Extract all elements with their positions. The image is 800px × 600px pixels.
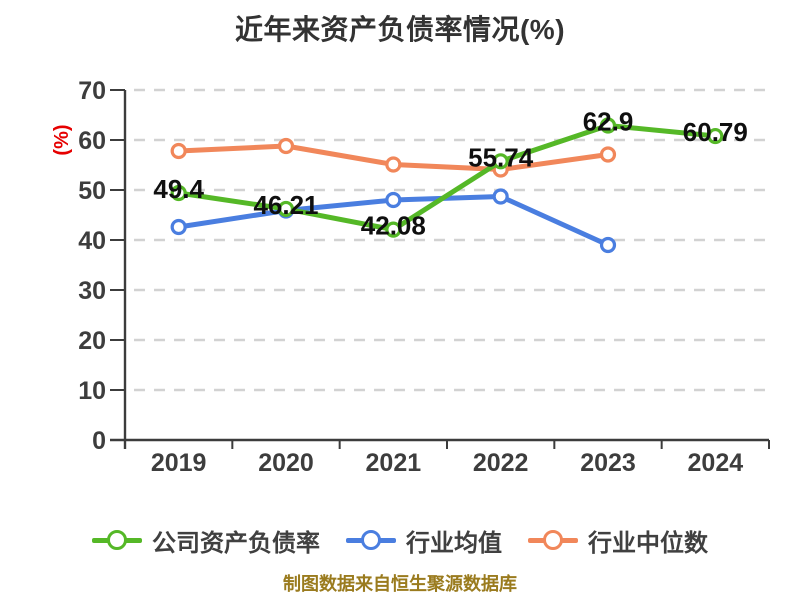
y-tick-label: 40 xyxy=(78,227,106,255)
x-tick-label: 2020 xyxy=(258,449,314,477)
y-tick-label: 0 xyxy=(92,427,106,455)
data-point-label: 62.9 xyxy=(583,107,634,137)
data-point xyxy=(385,156,402,173)
data-point xyxy=(599,146,617,163)
legend-item-0[interactable]: 公司资产负债率 xyxy=(92,523,320,558)
data-point-label: 46.21 xyxy=(253,190,318,220)
plot-area: 0 10 20 30 40 50 60 70 2019 2020 2021 2022 2023 2024 4… xyxy=(78,77,770,477)
legend-marker-icon xyxy=(92,529,142,551)
data-point-label: 55.74 xyxy=(468,142,534,172)
x-tick-label: 2022 xyxy=(473,449,529,477)
x-tick-label: 2019 xyxy=(151,449,207,477)
x-tick-label: 2021 xyxy=(366,449,422,477)
legend-dot xyxy=(361,530,381,550)
legend-marker-icon xyxy=(346,529,396,551)
legend-item-label: 行业均值 xyxy=(406,529,502,557)
data-point-label: 49.4 xyxy=(153,174,204,204)
data-point xyxy=(385,191,402,209)
data-point xyxy=(492,153,509,170)
data-point-label: 60.79 xyxy=(683,117,748,147)
y-tick-label: 30 xyxy=(78,277,106,305)
data-point xyxy=(170,218,187,236)
data-point xyxy=(385,221,402,238)
data-point xyxy=(599,236,617,254)
legend-item-2[interactable]: 行业中位数 xyxy=(528,523,708,558)
series-line xyxy=(176,123,718,233)
legend-marker-icon xyxy=(528,529,578,551)
x-tick-label: 2024 xyxy=(688,449,744,477)
data-point-label: 42.08 xyxy=(361,211,426,241)
data-point xyxy=(492,188,509,205)
legend-item-1[interactable]: 行业均值 xyxy=(346,523,502,558)
legend-dot xyxy=(543,530,563,550)
data-point xyxy=(170,184,187,202)
data-point xyxy=(277,137,295,155)
y-tick-label: 20 xyxy=(78,327,106,355)
data-point xyxy=(707,127,724,145)
legend-item-label: 公司资产负债率 xyxy=(152,529,320,557)
data-point xyxy=(277,200,295,218)
y-tick-label: 10 xyxy=(78,377,106,405)
legend-item-label: 行业中位数 xyxy=(588,529,708,557)
y-tick-label: 70 xyxy=(78,77,106,105)
x-tick-label: 2023 xyxy=(580,449,636,477)
chart-title: 近年来资产负债率情况(%) xyxy=(234,14,566,45)
y-tick-label: 50 xyxy=(78,177,106,205)
footer-note: 制图数据来自恒生聚源数据库 xyxy=(283,574,517,594)
y-tick-label: 60 xyxy=(78,127,106,155)
legend: 公司资产负债率 行业均值 行业中位数 xyxy=(0,523,800,558)
data-point xyxy=(599,117,617,134)
data-point xyxy=(170,142,187,160)
legend-dot xyxy=(107,530,127,550)
